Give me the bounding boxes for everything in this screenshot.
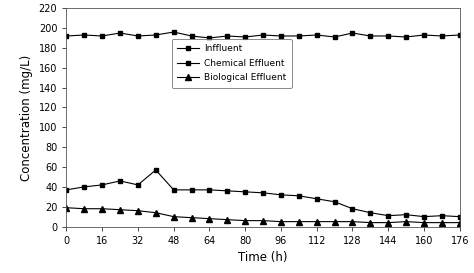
Inffluent bbox=[117, 31, 123, 35]
Biological Effluent bbox=[260, 219, 266, 222]
Inffluent bbox=[225, 34, 230, 38]
Biological Effluent bbox=[171, 215, 176, 218]
Inffluent bbox=[242, 35, 248, 38]
Line: Biological Effluent: Biological Effluent bbox=[64, 205, 463, 225]
Chemical Effluent bbox=[421, 215, 427, 218]
Legend: Inffluent, Chemical Effluent, Biological Effluent: Inffluent, Chemical Effluent, Biological… bbox=[172, 39, 292, 88]
Biological Effluent bbox=[457, 221, 463, 224]
Inffluent bbox=[457, 33, 463, 37]
Inffluent bbox=[403, 35, 409, 38]
Biological Effluent bbox=[117, 208, 123, 211]
Inffluent bbox=[296, 34, 301, 38]
Biological Effluent bbox=[350, 220, 356, 223]
Chemical Effluent bbox=[260, 191, 266, 194]
Biological Effluent bbox=[189, 216, 194, 219]
Biological Effluent bbox=[367, 221, 373, 224]
Chemical Effluent bbox=[332, 200, 337, 203]
Chemical Effluent bbox=[153, 168, 159, 172]
Biological Effluent bbox=[403, 220, 409, 223]
Inffluent bbox=[278, 34, 284, 38]
Chemical Effluent bbox=[278, 193, 284, 197]
Chemical Effluent bbox=[99, 183, 105, 186]
Inffluent bbox=[99, 34, 105, 38]
Biological Effluent bbox=[64, 206, 69, 209]
Chemical Effluent bbox=[64, 188, 69, 191]
Inffluent bbox=[82, 33, 87, 37]
Inffluent bbox=[260, 33, 266, 37]
Biological Effluent bbox=[385, 221, 391, 224]
Chemical Effluent bbox=[385, 214, 391, 217]
Biological Effluent bbox=[439, 221, 445, 224]
Biological Effluent bbox=[82, 207, 87, 210]
Inffluent bbox=[385, 34, 391, 38]
Chemical Effluent bbox=[242, 190, 248, 194]
Inffluent bbox=[207, 36, 212, 40]
Biological Effluent bbox=[314, 220, 319, 223]
Chemical Effluent bbox=[225, 189, 230, 192]
Inffluent bbox=[314, 33, 319, 37]
X-axis label: Time (h): Time (h) bbox=[238, 251, 288, 264]
Inffluent bbox=[135, 34, 141, 38]
Biological Effluent bbox=[242, 219, 248, 222]
Chemical Effluent bbox=[189, 188, 194, 191]
Line: Chemical Effluent: Chemical Effluent bbox=[64, 168, 462, 219]
Chemical Effluent bbox=[314, 197, 319, 200]
Chemical Effluent bbox=[82, 185, 87, 189]
Inffluent bbox=[367, 34, 373, 38]
Biological Effluent bbox=[296, 220, 301, 223]
Chemical Effluent bbox=[439, 214, 445, 217]
Biological Effluent bbox=[99, 207, 105, 210]
Inffluent bbox=[350, 31, 356, 35]
Chemical Effluent bbox=[171, 188, 176, 191]
Biological Effluent bbox=[153, 211, 159, 214]
Chemical Effluent bbox=[457, 215, 463, 218]
Biological Effluent bbox=[332, 220, 337, 223]
Chemical Effluent bbox=[207, 188, 212, 191]
Chemical Effluent bbox=[135, 183, 141, 186]
Inffluent bbox=[171, 30, 176, 34]
Biological Effluent bbox=[225, 218, 230, 221]
Chemical Effluent bbox=[403, 213, 409, 216]
Inffluent bbox=[439, 34, 445, 38]
Biological Effluent bbox=[278, 220, 284, 223]
Line: Inffluent: Inffluent bbox=[64, 30, 462, 40]
Biological Effluent bbox=[421, 221, 427, 224]
Chemical Effluent bbox=[117, 179, 123, 183]
Chemical Effluent bbox=[350, 207, 356, 210]
Inffluent bbox=[332, 35, 337, 38]
Inffluent bbox=[421, 33, 427, 37]
Inffluent bbox=[189, 34, 194, 38]
Chemical Effluent bbox=[296, 194, 301, 197]
Biological Effluent bbox=[207, 217, 212, 220]
Biological Effluent bbox=[135, 209, 141, 212]
Inffluent bbox=[64, 34, 69, 38]
Chemical Effluent bbox=[367, 211, 373, 214]
Y-axis label: Concentration (mg/L): Concentration (mg/L) bbox=[20, 54, 33, 180]
Inffluent bbox=[153, 33, 159, 37]
